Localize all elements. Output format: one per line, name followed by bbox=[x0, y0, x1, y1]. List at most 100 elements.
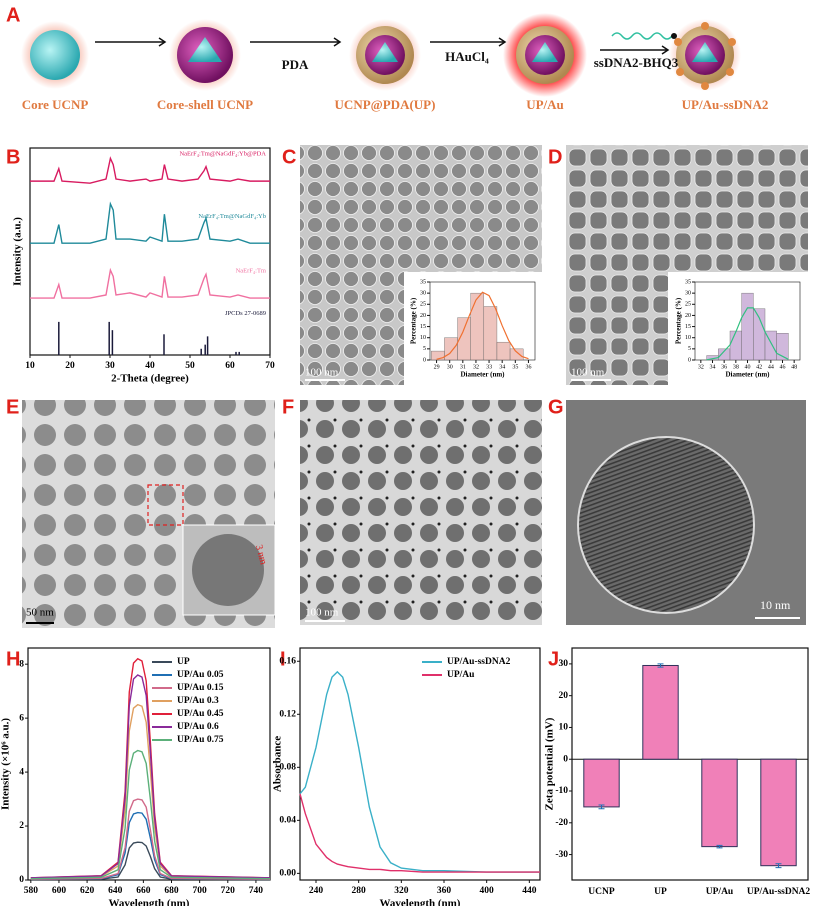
y-tick-label: 5 bbox=[423, 346, 426, 352]
y-tick-label: 0.04 bbox=[279, 816, 296, 826]
legend-label: UP/Au 0.05 bbox=[177, 670, 224, 680]
x-tick-label: 60 bbox=[225, 361, 235, 371]
y-tick-label: 0 bbox=[688, 357, 691, 363]
y-tick-label: 20 bbox=[420, 313, 426, 319]
legend-label: UP/Au 0.3 bbox=[177, 696, 219, 706]
x-tick-label: 40 bbox=[745, 364, 751, 370]
y-tick-label: 5 bbox=[688, 346, 691, 352]
stage-label: Core-shell UCNP bbox=[157, 97, 253, 112]
y-tick-label: 15 bbox=[685, 324, 691, 330]
series-label: NaErF₄:Tm@NaGdF₄:Yb@PDA bbox=[179, 151, 266, 158]
plot-frame bbox=[27, 647, 271, 881]
x-axis-label: Wavelength (nm) bbox=[380, 898, 461, 906]
legend-label: UP/Au 0.6 bbox=[177, 722, 219, 732]
x-axis-label: Wavelength (nm) bbox=[109, 898, 190, 906]
y-axis-label: Percentage (%) bbox=[675, 297, 683, 344]
y-tick-label: 30 bbox=[685, 291, 691, 297]
x-tick-label: 30 bbox=[105, 361, 115, 371]
stage-label: UP/Au-ssDNA2 bbox=[682, 97, 769, 112]
plot-frame bbox=[299, 647, 541, 881]
step-label: HAuCl₄ bbox=[445, 49, 489, 64]
arrow bbox=[600, 45, 670, 55]
series-line bbox=[30, 201, 270, 244]
scale-label: 50 nm bbox=[26, 607, 54, 619]
scale-label: 100 nm bbox=[571, 367, 605, 379]
y-axis-label: Zeta potential (mV) bbox=[544, 717, 556, 810]
y-tick-label: 20 bbox=[685, 313, 691, 319]
x-axis-label: Diameter (nm) bbox=[726, 371, 771, 379]
y-tick-label: 35 bbox=[685, 279, 691, 285]
series-line bbox=[30, 841, 271, 881]
x-tick-label: 33 bbox=[486, 364, 492, 370]
x-tick-label: 240 bbox=[309, 886, 324, 896]
y-tick-label: 0 bbox=[423, 357, 426, 363]
inset-bg bbox=[668, 272, 808, 385]
x-axis-label: 2-Theta (degree) bbox=[111, 373, 189, 385]
lattice-particle bbox=[577, 436, 755, 614]
y-tick-label: 30 bbox=[559, 659, 569, 669]
step-label: ssDNA2-BHQ3 bbox=[594, 55, 679, 70]
y-tick-label: 6 bbox=[19, 713, 24, 723]
panel-label: F bbox=[282, 396, 294, 418]
y-tick-label: -10 bbox=[555, 786, 568, 796]
scale-label: 100 nm bbox=[305, 367, 339, 379]
fit-curve bbox=[706, 307, 789, 361]
y-tick-label: 25 bbox=[420, 302, 426, 308]
series-line bbox=[30, 703, 271, 879]
panel-label: A bbox=[6, 4, 20, 26]
panel-label: G bbox=[548, 396, 564, 418]
bar bbox=[642, 664, 679, 760]
y-tick-label: 0.16 bbox=[279, 656, 296, 666]
series-line bbox=[30, 811, 271, 880]
bar bbox=[760, 758, 797, 867]
x-tick-label: 32 bbox=[698, 364, 704, 370]
error-bar bbox=[775, 863, 782, 869]
x-tick-label: 30 bbox=[447, 364, 453, 370]
x-tick-label: 48 bbox=[791, 364, 797, 370]
panel-label: H bbox=[6, 648, 20, 670]
x-tick-label: 70 bbox=[265, 361, 275, 371]
x-tick-label: 34 bbox=[499, 364, 505, 370]
core bbox=[532, 42, 558, 62]
x-tick-label: 38 bbox=[733, 364, 739, 370]
histogram-bar bbox=[444, 337, 458, 361]
x-tick-label: 440 bbox=[522, 886, 537, 896]
x-tick-label: 620 bbox=[80, 886, 95, 896]
x-tick-label: 32 bbox=[473, 364, 479, 370]
tem-image bbox=[300, 400, 542, 625]
schematic: PDA HAuCl₄ ssDNA2-BHQ3 Core UCNP Core-sh… bbox=[21, 13, 768, 112]
y-tick-label: -20 bbox=[555, 818, 568, 828]
au-dot bbox=[728, 38, 736, 46]
plot-frame bbox=[29, 147, 271, 356]
y-tick-label: 20 bbox=[559, 691, 569, 701]
bar bbox=[701, 758, 738, 848]
panel-label: J bbox=[548, 648, 559, 670]
stage-label: UCNP@PDA(UP) bbox=[335, 97, 436, 112]
step-label: PDA bbox=[282, 57, 309, 72]
x-tick-label: UP bbox=[654, 887, 667, 897]
x-tick-label: 10 bbox=[25, 361, 35, 371]
zoom-particle bbox=[192, 534, 264, 606]
legend-label: UP/Au bbox=[447, 670, 475, 680]
panel-label: C bbox=[282, 146, 296, 168]
au-dot bbox=[676, 68, 684, 76]
series-line bbox=[30, 798, 271, 880]
x-tick-label: 640 bbox=[108, 886, 123, 896]
zoom-box bbox=[147, 484, 184, 526]
x-tick-label: UP/Au bbox=[706, 887, 734, 897]
bar bbox=[583, 758, 620, 808]
inset-scale: 3 nm bbox=[253, 544, 269, 567]
legend-label: UP/Au 0.45 bbox=[177, 709, 224, 719]
x-tick-label: 400 bbox=[480, 886, 495, 896]
x-axis-label: Diameter (nm) bbox=[461, 371, 506, 379]
core bbox=[372, 42, 398, 62]
panel-label: E bbox=[6, 396, 19, 418]
series-line bbox=[30, 749, 271, 880]
y-tick-label: 25 bbox=[685, 302, 691, 308]
x-tick-label: 720 bbox=[221, 886, 236, 896]
y-tick-label: 30 bbox=[420, 291, 426, 297]
histogram-bar bbox=[509, 348, 524, 361]
arrows bbox=[95, 37, 670, 55]
